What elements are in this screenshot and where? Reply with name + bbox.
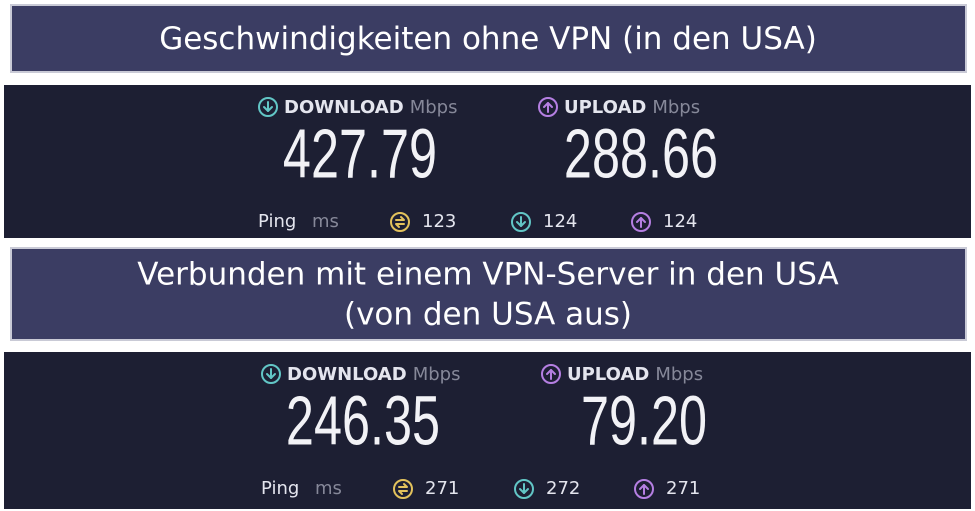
icon-arrow bbox=[398, 483, 408, 488]
down-icon bbox=[514, 479, 534, 499]
ping-idle: 123 bbox=[422, 211, 456, 232]
banner bbox=[10, 4, 967, 73]
icon-ring bbox=[261, 364, 281, 384]
ping-download: 124 bbox=[543, 211, 577, 232]
icon-arrow bbox=[395, 216, 405, 221]
download-unit: Mbps bbox=[413, 364, 461, 385]
icon-ring bbox=[390, 212, 410, 232]
icon-ring bbox=[258, 97, 278, 117]
icon-head bbox=[263, 106, 273, 112]
ping-upload: 124 bbox=[663, 211, 697, 232]
icon-head bbox=[639, 484, 649, 490]
banner-title: Verbunden mit einem VPN-Server in den US… bbox=[137, 257, 838, 293]
download-label: DOWNLOAD bbox=[287, 364, 407, 385]
ping-label: Ping bbox=[261, 478, 299, 499]
up-icon bbox=[631, 212, 651, 232]
icon-head bbox=[636, 217, 646, 223]
down-icon bbox=[258, 97, 278, 117]
speedtest-panel bbox=[4, 85, 971, 238]
idle-icon bbox=[393, 479, 413, 499]
ping-unit: ms bbox=[315, 478, 342, 499]
ping-upload: 271 bbox=[666, 478, 700, 499]
icon-head bbox=[266, 373, 276, 379]
upload-label: UPLOAD bbox=[567, 364, 649, 385]
upload-unit: Mbps bbox=[652, 97, 700, 118]
icon-head bbox=[546, 369, 556, 375]
ping-download: 272 bbox=[546, 478, 580, 499]
ping-label: Ping bbox=[258, 211, 296, 232]
download-unit: Mbps bbox=[410, 97, 458, 118]
up-icon bbox=[538, 97, 558, 117]
icon-ring bbox=[511, 212, 531, 232]
banner-title: (von den USA aus) bbox=[344, 297, 632, 333]
icon-head bbox=[519, 488, 529, 494]
speedtest-panel bbox=[4, 352, 971, 509]
icon-arrow bbox=[398, 490, 408, 495]
icon-ring bbox=[514, 479, 534, 499]
upload-unit: Mbps bbox=[655, 364, 703, 385]
ping-unit: ms bbox=[312, 211, 339, 232]
down-icon bbox=[511, 212, 531, 232]
down-icon bbox=[261, 364, 281, 384]
icon-head bbox=[543, 102, 553, 108]
upload-value: 288.66 bbox=[564, 114, 718, 192]
icon-head bbox=[516, 221, 526, 227]
icon-ring bbox=[631, 212, 651, 232]
upload-value: 79.20 bbox=[581, 381, 707, 459]
up-icon bbox=[634, 479, 654, 499]
icon-ring bbox=[538, 97, 558, 117]
idle-icon bbox=[390, 212, 410, 232]
up-icon bbox=[541, 364, 561, 384]
download-label: DOWNLOAD bbox=[284, 97, 404, 118]
icon-ring bbox=[541, 364, 561, 384]
banner bbox=[10, 247, 967, 341]
icon-arrow bbox=[395, 223, 405, 228]
upload-label: UPLOAD bbox=[564, 97, 646, 118]
banner-title: Geschwindigkeiten ohne VPN (in den USA) bbox=[159, 21, 817, 57]
ping-idle: 271 bbox=[425, 478, 459, 499]
icon-ring bbox=[393, 479, 413, 499]
download-value: 246.35 bbox=[286, 381, 440, 459]
download-value: 427.79 bbox=[283, 114, 437, 192]
icon-ring bbox=[634, 479, 654, 499]
